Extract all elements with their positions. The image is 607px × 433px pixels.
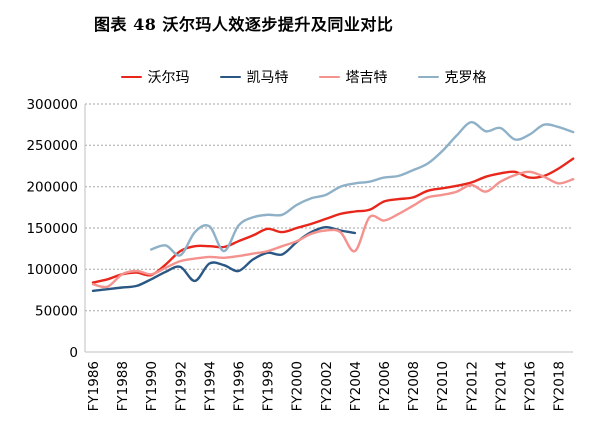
x-tick-label: FY1986 xyxy=(86,361,102,411)
legend-item-target: 塔吉特 xyxy=(318,67,388,87)
y-tick-label: 100000 xyxy=(26,262,78,278)
legend-label-kroger: 克罗格 xyxy=(444,69,487,85)
x-tick-label: FY1988 xyxy=(115,361,131,411)
legend-swatch-kroger xyxy=(417,75,439,79)
y-tick-label: 150000 xyxy=(26,221,78,237)
legend-item-walmart: 沃尔玛 xyxy=(120,67,190,87)
x-tick-label: FY2014 xyxy=(493,361,509,411)
legend-label-kmart: 凯马特 xyxy=(246,69,289,85)
legend-item-kroger: 克罗格 xyxy=(417,67,487,87)
series-line-kmart xyxy=(91,225,357,292)
series-line-kroger xyxy=(150,121,575,257)
y-tick-label: 0 xyxy=(69,345,78,361)
y-tick-label: 250000 xyxy=(26,138,78,154)
x-tick-label: FY2002 xyxy=(319,361,335,411)
chart-legend: 沃尔玛 凯马特 塔吉特 克罗格 xyxy=(0,67,607,87)
x-tick-label: FY2018 xyxy=(552,361,568,411)
chart-title: 图表 48 沃尔玛人效逐步提升及同业对比 xyxy=(94,15,394,34)
legend-swatch-target xyxy=(318,75,340,79)
legend-swatch-walmart xyxy=(120,75,142,79)
x-tick-label: FY1998 xyxy=(261,361,277,411)
x-tick-label: FY1996 xyxy=(232,361,248,411)
y-tick-label: 50000 xyxy=(35,304,78,320)
series-line-target xyxy=(91,170,575,289)
x-tick-label: FY1990 xyxy=(144,361,160,411)
x-tick-label: FY2010 xyxy=(435,361,451,411)
legend-item-kmart: 凯马特 xyxy=(219,67,289,87)
x-tick-label: FY2004 xyxy=(348,361,364,411)
x-tick-label: FY2000 xyxy=(290,361,306,411)
x-tick-label: FY2008 xyxy=(406,361,422,411)
y-tick-label: 300000 xyxy=(26,97,78,113)
legend-swatch-kmart xyxy=(219,75,241,79)
legend-label-walmart: 沃尔玛 xyxy=(147,69,190,85)
x-tick-label: FY2016 xyxy=(523,361,539,411)
x-tick-label: FY1992 xyxy=(173,361,189,411)
x-tick-label: FY2006 xyxy=(377,361,393,411)
legend-label-target: 塔吉特 xyxy=(345,69,388,85)
x-tick-label: FY2012 xyxy=(464,361,480,411)
x-tick-label: FY1994 xyxy=(202,361,218,411)
series-line-walmart xyxy=(91,157,575,284)
y-tick-label: 200000 xyxy=(26,180,78,196)
